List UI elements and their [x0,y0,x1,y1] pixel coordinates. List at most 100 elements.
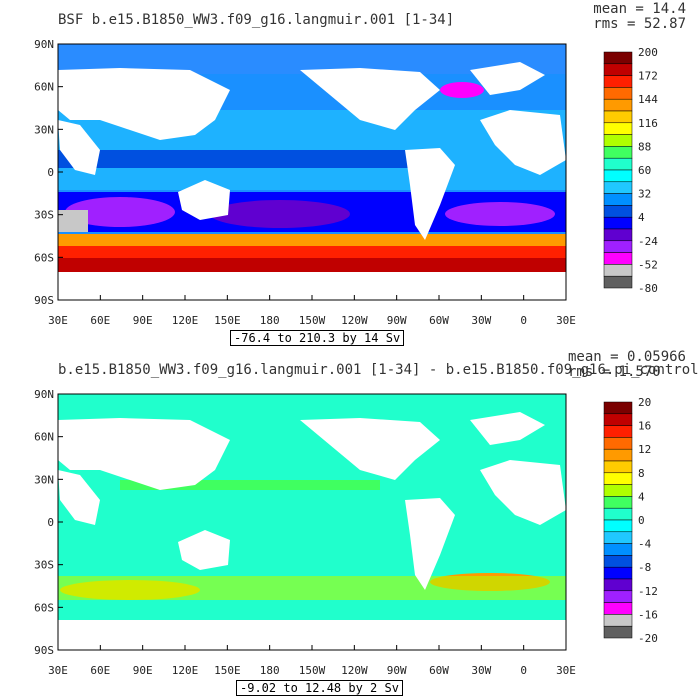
x-tick-label: 30W [471,314,491,327]
land-mask [58,62,566,300]
labrador-gyre-fill [440,82,484,98]
x-tick-label: 150E [214,314,241,327]
acc-band-dark [58,258,566,272]
legend-swatch [603,425,633,438]
legend-swatch [603,240,633,253]
y-tick-label: 30N [34,473,54,486]
south-america-shape [405,498,455,590]
x-tick-label: 0 [520,314,527,327]
x-tick-label: 120E [172,664,199,677]
north-america-shape [300,68,440,130]
legend-swatch [603,602,633,615]
legend-swatch [603,472,633,485]
x-tick-label: 0 [520,664,527,677]
mean-value: mean = 0.05966 [567,349,686,365]
legend-label: 200 [638,46,658,59]
legend-swatch [603,555,633,568]
legend-swatch [603,614,633,627]
color-legend: 20 16 12 8 4 0 -4 -8 -12 -16 -20 [603,396,658,645]
legend-label: 4 [638,490,645,503]
legend-label: 16 [638,420,651,433]
y-tick-label: 60N [34,81,54,94]
x-tick-label: 180 [260,314,280,327]
y-tick-label: 0 [47,166,54,179]
greenland-shape [470,412,545,445]
legend-label: -52 [638,258,658,271]
legend-label: 60 [638,164,651,177]
legend-swatch [603,484,633,497]
x-tick-label: 90E [133,314,153,327]
legend-swatch [603,63,633,76]
x-tick-label: 60W [429,314,449,327]
legend-swatch [603,98,633,112]
contour-range-label: -9.02 to 12.48 by 2 Sv [236,680,403,696]
y-axis: 90N 60N 30N 0 30S 60S 90S [34,38,63,307]
legend-swatch [603,437,633,450]
indian-gyre-fill [65,197,175,227]
difference-panel: b.e15.B1850_WW3.f09_g16.langmuir.001 [1-… [0,350,700,700]
x-tick-label: 120W [341,314,368,327]
legend-label: -4 [638,538,652,551]
x-axis: 30E 60E 90E 120E 150E 180 150W 120W 90W 60W 30W 0 30… [48,645,576,677]
x-tick-label: 60E [90,314,110,327]
legend-swatch [603,228,633,242]
legend-swatch [603,275,633,289]
legend-swatch [603,448,633,462]
y-tick-label: 60N [34,431,54,444]
ocean-fill-layer [58,394,566,650]
y-tick-label: 60S [34,601,54,614]
low-value-patch [58,210,88,232]
x-tick-label: 60W [429,664,449,677]
x-tick-label: 30E [48,314,68,327]
difference-map-svg: 90N 60N 30N 0 30S 60S 90S 30E 60E 90E 120E 150E 180… [34,388,658,677]
legend-swatch [603,531,633,544]
australia-shape [178,180,230,220]
atlantic-gyre-fill [445,202,555,226]
x-tick-label: 150E [214,664,241,677]
acc-band-orange [58,234,566,246]
legend-label: 0 [638,514,645,527]
legend-label: 20 [638,396,651,409]
x-tick-label: 150W [299,314,326,327]
y-tick-label: 90S [34,294,54,307]
x-tick-label: 90E [133,664,153,677]
land-mask [58,412,566,650]
rms-value: rms = 1.570 [567,364,661,380]
legend-label: -80 [638,282,658,295]
equatorial-current [58,150,418,168]
legend-label: -20 [638,632,658,645]
legend-swatch [603,134,633,147]
x-tick-label: 60E [90,664,110,677]
x-tick-label: 90W [387,664,407,677]
legend-swatch [603,460,633,474]
legend-label: -24 [638,235,658,248]
legend-swatch [603,122,633,135]
legend-label: -16 [638,608,658,621]
legend-swatch [603,401,633,415]
x-tick-label: 90W [387,314,407,327]
legend-swatch [603,87,633,100]
contour-range-label: -76.4 to 210.3 by 14 Sv [230,330,405,346]
greenland-shape [470,62,545,95]
stats-box: mean = 14.4 rms = 52.87 [593,2,686,32]
stats-box: mean = 0.05966 rms = 1.570 [568,350,686,380]
legend-swatch [603,110,633,124]
x-axis: 30E 60E 90E 120E 150E 180 150W 120W 90W 60W 30W 0 30… [48,295,576,327]
plot-title: b.e15.B1850_WW3.f09_g16.langmuir.001 [1-… [58,362,699,378]
africa-east-shape [480,460,566,525]
eurasia-shape [58,418,230,490]
color-legend: 200 172 144 116 88 60 32 4 -24 -52 -80 [603,46,658,295]
africa-shape [58,120,100,175]
africa-east-shape [480,110,566,175]
y-tick-label: 60S [34,251,54,264]
legend-swatch [603,625,633,639]
north-america-shape [300,418,440,480]
eurasia-shape [58,68,230,140]
australia-shape [178,530,230,570]
pacific-gyre-fill [210,200,350,228]
legend-swatch [603,578,633,592]
acc-anomaly-band [58,576,566,600]
y-axis: 90N 60N 30N 0 30S 60S 90S [34,388,63,657]
tropical-band [120,480,380,490]
x-tick-label: 180 [260,664,280,677]
